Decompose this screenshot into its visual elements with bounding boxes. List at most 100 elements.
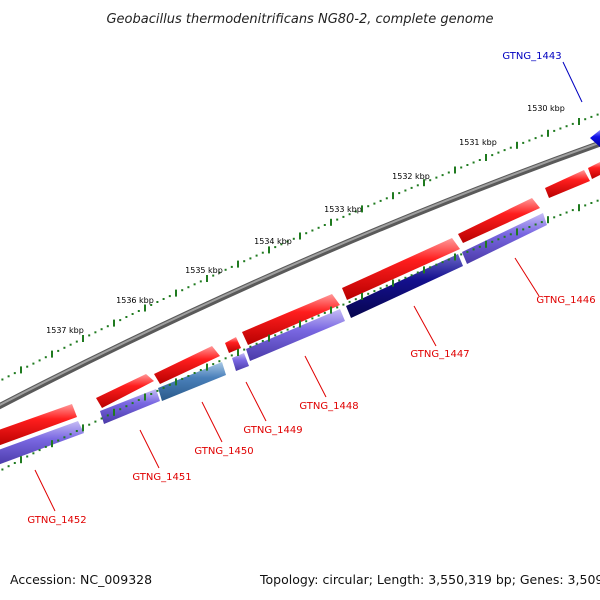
major-tick xyxy=(144,393,146,401)
minor-tick xyxy=(1,468,4,471)
gene-arrow-gtng-1445[interactable] xyxy=(545,170,590,198)
minor-tick xyxy=(311,317,314,320)
minor-tick xyxy=(32,452,35,455)
minor-tick xyxy=(57,439,60,442)
gene-arrow-rev-1[interactable] xyxy=(0,421,84,466)
minor-tick xyxy=(100,328,103,331)
minor-tick xyxy=(88,334,91,337)
major-tick xyxy=(485,240,487,248)
major-tick xyxy=(113,319,115,327)
major-tick xyxy=(299,320,301,328)
gene-label-gtng-1448[interactable]: GTNG_1448 xyxy=(299,401,358,412)
minor-tick xyxy=(522,228,525,231)
gene-arrow-gtng-1446[interactable] xyxy=(458,198,540,243)
minor-tick xyxy=(398,279,401,282)
minor-tick xyxy=(230,354,233,357)
minor-tick xyxy=(243,348,246,351)
topology-text: Topology: circular; Length: 3,550,319 bp… xyxy=(260,572,600,587)
gene-arrow-gtng-1447[interactable] xyxy=(342,238,460,300)
minor-tick xyxy=(410,274,413,277)
minor-tick xyxy=(38,359,41,362)
minor-tick xyxy=(94,420,97,423)
forward-strand-genes xyxy=(0,162,600,447)
minor-tick xyxy=(429,266,432,269)
minor-tick xyxy=(44,356,47,359)
minor-tick xyxy=(57,349,60,352)
minor-tick xyxy=(534,137,537,140)
minor-tick xyxy=(379,287,382,290)
minor-tick xyxy=(131,402,134,405)
major-tick xyxy=(237,260,239,268)
minor-tick xyxy=(168,383,171,386)
minor-tick xyxy=(323,311,326,314)
minor-tick xyxy=(336,218,339,221)
major-tick xyxy=(20,366,22,374)
gene-arrow-rev-4[interactable] xyxy=(232,353,249,371)
minor-tick xyxy=(199,280,202,283)
gene-arrow-rev-7[interactable] xyxy=(462,213,547,264)
gene-arrow-gtng-1444[interactable] xyxy=(588,162,600,179)
minor-tick xyxy=(590,115,593,118)
minor-tick xyxy=(317,314,320,317)
tick-label-1535: 1535 kbp xyxy=(185,266,223,275)
minor-tick xyxy=(255,342,258,345)
minor-tick xyxy=(119,319,122,322)
minor-tick xyxy=(26,455,29,458)
tick-label-1532: 1532 kbp xyxy=(392,172,430,181)
minor-tick xyxy=(286,328,289,331)
minor-tick xyxy=(528,226,531,228)
gene-label-gtng-1450[interactable]: GTNG_1450 xyxy=(194,446,253,457)
minor-tick xyxy=(69,433,72,436)
major-tick xyxy=(237,349,239,356)
minor-tick xyxy=(1,378,4,381)
inner-major-ticks xyxy=(20,204,580,464)
major-tick xyxy=(175,289,177,297)
minor-tick xyxy=(181,377,184,380)
major-tick xyxy=(361,293,363,300)
gene-arrow-gtng-1451[interactable] xyxy=(96,374,154,408)
minor-tick xyxy=(379,199,382,202)
major-tick xyxy=(578,118,580,125)
minor-tick xyxy=(150,393,153,395)
leader-gtng-1448 xyxy=(304,355,327,398)
gene-label-gtng-1452[interactable]: GTNG_1452 xyxy=(27,515,86,526)
gene-arrow-gtng-1450[interactable] xyxy=(154,346,220,384)
gene-label-gtng-1446[interactable]: GTNG_1446 xyxy=(536,295,595,306)
major-tick xyxy=(454,253,456,261)
gene-arrow-rev-5[interactable] xyxy=(246,309,345,361)
leader-gtng-1452 xyxy=(34,469,56,512)
minor-tick xyxy=(100,417,103,420)
gene-label-gtng-1443[interactable]: GTNG_1443 xyxy=(502,51,561,62)
major-tick xyxy=(516,141,518,149)
minor-tick xyxy=(447,258,450,261)
minor-tick xyxy=(416,184,419,187)
minor-tick xyxy=(88,423,91,426)
minor-tick xyxy=(472,161,475,164)
minor-tick xyxy=(466,164,469,166)
minor-tick xyxy=(131,313,134,315)
minor-tick xyxy=(292,325,295,328)
minor-tick xyxy=(503,235,506,238)
major-tick xyxy=(82,335,84,342)
gene-arrow-gtng-1452[interactable] xyxy=(0,404,77,447)
gene-label-gtng-1447[interactable]: GTNG_1447 xyxy=(410,349,469,360)
minor-tick xyxy=(32,362,35,365)
gene-arrow-rev-3[interactable] xyxy=(158,362,226,401)
gene-arrow-rev-6[interactable] xyxy=(346,254,463,318)
minor-tick xyxy=(249,257,252,260)
gene-arrow-gtng-1448[interactable] xyxy=(242,294,340,345)
tick-label-1531: 1531 kbp xyxy=(459,138,497,147)
gene-arrow-gtng-1443[interactable] xyxy=(590,130,600,147)
major-tick xyxy=(268,246,270,254)
gene-label-gtng-1451[interactable]: GTNG_1451 xyxy=(132,472,191,483)
minor-tick xyxy=(323,224,326,226)
minor-tick xyxy=(429,179,432,182)
minor-tick xyxy=(156,301,159,303)
major-tick xyxy=(51,440,53,448)
gene-label-gtng-1449[interactable]: GTNG_1449 xyxy=(243,425,302,436)
minor-tick xyxy=(150,304,153,306)
minor-tick xyxy=(137,399,140,401)
minor-tick xyxy=(559,127,562,130)
minor-tick xyxy=(106,325,109,328)
minor-tick xyxy=(584,118,587,121)
